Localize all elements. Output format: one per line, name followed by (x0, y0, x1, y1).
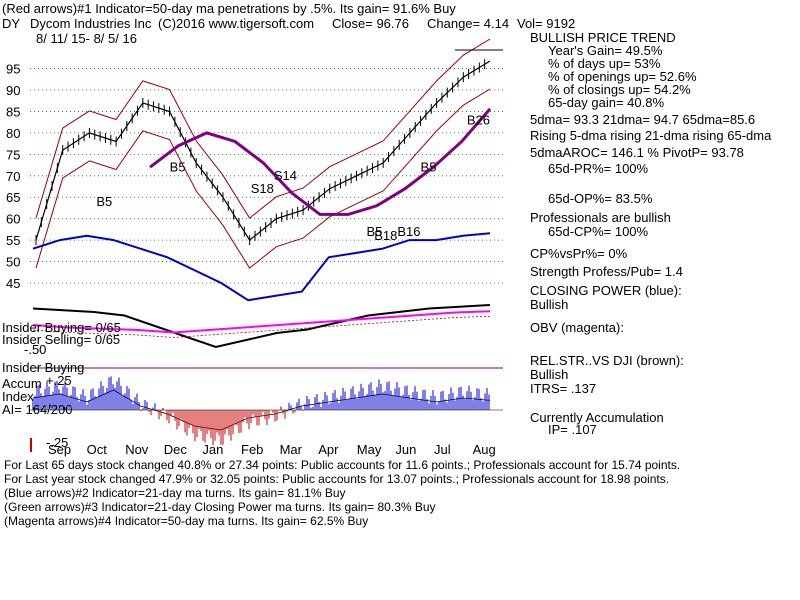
signal-label: B16 (397, 224, 420, 239)
signal-label: B5 (367, 224, 383, 239)
cp65: 65d-CP%= 100% (548, 224, 649, 239)
years-gain: Year's Gain= 49.5% (548, 43, 663, 58)
y-tick-label: 65 (6, 190, 20, 205)
obv-ma-line (32, 315, 491, 338)
day65-gain: 65-day gain= 40.8% (548, 95, 665, 110)
header-vol: Vol= 9192 (517, 16, 576, 31)
signal-label: B5 (170, 160, 186, 175)
y-tick-label: 70 (6, 169, 20, 184)
footer-line-1: For Last 65 days stock changed 40.8% or … (4, 458, 681, 472)
header-change: Change= 4.14 (427, 16, 510, 31)
x-tick-label: Jan (202, 442, 223, 457)
y-tick-label: 60 (6, 212, 20, 227)
insider-selling-count: Insider Selling= 0/65 (2, 332, 121, 347)
x-tick-label: Feb (241, 442, 263, 457)
x-axis-labels: Sep Oct Nov Dec Jan Feb Mar Apr May Jun Jul Aug (48, 442, 496, 457)
openings-up: % of openings up= 52.6% (548, 69, 697, 84)
signal-label: B5 (96, 194, 112, 209)
accumulation-bars (32, 376, 490, 446)
header-company: Dycom Industries Inc (30, 16, 152, 31)
x-tick-label: Jun (395, 442, 416, 457)
x-tick-label: Apr (318, 442, 339, 457)
closing-power-value: Bullish (530, 297, 569, 312)
closings-up: % of closings up= 54.2% (548, 82, 691, 97)
y-tick-label: 80 (6, 126, 20, 141)
x-tick-label: Mar (280, 442, 303, 457)
dma-line: 5dma= 93.3 21dma= 94.7 65dma=85.6 (530, 112, 756, 127)
header-ticker: DY (2, 16, 21, 31)
footer-line-2: For Last year stock changed 47.9% or 32.… (4, 472, 670, 486)
y-axis-labels: 95 90 85 80 75 70 65 60 55 50 45 (6, 62, 20, 291)
trend-title: BULLISH PRICE TREND (530, 30, 676, 45)
minus25-label: -.25 (46, 435, 69, 450)
relative-strength-line (32, 304, 491, 349)
days-up: % of days up= 53% (548, 56, 661, 71)
ma65-line (149, 107, 492, 216)
y-tick-label: 55 (6, 233, 20, 248)
y-tick-label: 95 (6, 62, 20, 77)
minus50-label: -.50 (24, 342, 47, 357)
y-tick-label: 90 (6, 83, 20, 98)
x-tick-label: Aug (473, 442, 496, 457)
signal-label: B26 (467, 112, 490, 127)
itrs: ITRS= .137 (530, 381, 597, 396)
plus25-label: +.25 (46, 373, 72, 388)
closing-power-title: CLOSING POWER (blue): (530, 283, 682, 298)
lower-band-line (35, 88, 491, 269)
obv-line (32, 310, 491, 334)
header-close: Close= 96.76 (332, 16, 409, 31)
op65: 65d-OP%= 83.5% (548, 191, 653, 206)
y-tick-label: 50 (6, 255, 20, 270)
footer-line-4: (Green arrows)#3 Indicator=21-day Closin… (4, 500, 436, 514)
accum-label: Accum (2, 376, 42, 391)
x-tick-label: Sep (48, 442, 71, 457)
relstr-value: Bullish (530, 367, 569, 382)
y-tick-label: 75 (6, 147, 20, 162)
closing-power-line (32, 232, 491, 302)
footer-line-5: (Magenta arrows)#4 Indicator=50-day ma t… (4, 514, 369, 528)
aroc-line: 5dmaAROC= 146.1 % PivotP= 93.78 (530, 145, 744, 160)
x-tick-label: Nov (125, 442, 149, 457)
accumulation-title: Currently Accumulation (530, 410, 664, 425)
index-label: Index (2, 389, 34, 404)
insider-buying-count: Insider Buying= 0/65 (2, 320, 121, 335)
footer-line-3: (Blue arrows)#2 Indicator=21-day ma turn… (4, 486, 346, 500)
x-tick-label: Dec (164, 442, 188, 457)
y-tick-label: 85 (6, 104, 20, 119)
header-date-range: 8/ 11/ 15- 8/ 5/ 16 (36, 31, 137, 46)
x-tick-label: Jul (434, 442, 451, 457)
signal-label: B5 (421, 160, 437, 175)
ai-label: AI= 164/200 (2, 402, 73, 417)
price-close-line (35, 60, 491, 241)
relstr-title: REL.STR..VS DJI (brown): (530, 353, 684, 368)
ip-value: IP= .107 (548, 422, 597, 437)
y-tick-label: 45 (6, 276, 20, 291)
x-tick-label: May (357, 442, 382, 457)
price-gridlines (30, 68, 503, 284)
x-tick-label: Oct (87, 442, 108, 457)
professionals: Professionals are bullish (530, 210, 671, 225)
signal-label: S14 (274, 168, 297, 183)
signal-label: B18 (374, 228, 397, 243)
pr65: 65d-PR%= 100% (548, 161, 649, 176)
strength: Strength Profess/Pub= 1.4 (530, 264, 683, 279)
insider-buying-label: Insider Buying (2, 360, 85, 375)
rising-line: Rising 5-dma rising 21-dma rising 65-dma (530, 128, 772, 143)
obv-label: OBV (magenta): (530, 320, 624, 335)
upper-band-line (35, 38, 491, 219)
cp-vs-pr: CP%vsPr%= 0% (530, 246, 628, 261)
chart-series (32, 38, 492, 431)
signal-label: S18 (251, 181, 274, 196)
header-copyright: (C)2016 www.tigersoft.com (158, 16, 315, 31)
header-indicator-1: (Red arrows)#1 Indicator=50-day ma penet… (2, 1, 456, 16)
